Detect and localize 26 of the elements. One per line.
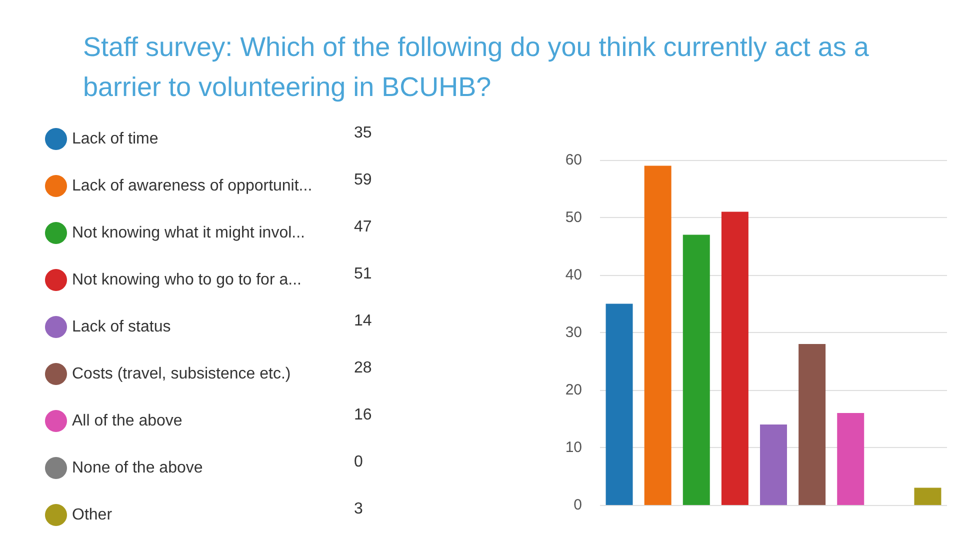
y-tick-label: 10 bbox=[565, 439, 582, 456]
legend-label: Lack of time bbox=[72, 130, 158, 148]
text: 0 bbox=[354, 454, 363, 470]
text: 28 bbox=[354, 360, 372, 376]
y-tick-label: 40 bbox=[565, 266, 582, 284]
y-tick-label: 20 bbox=[565, 382, 582, 398]
legend-label: Other bbox=[72, 506, 113, 524]
y-tick-label: 50 bbox=[565, 209, 582, 226]
text: 47 bbox=[354, 218, 372, 236]
text: 51 bbox=[354, 266, 372, 282]
text: 35 bbox=[354, 124, 372, 142]
legend-label: Not knowing who to go to for a... bbox=[72, 272, 302, 288]
legend-label: Costs (travel, subsistence etc.) bbox=[72, 366, 291, 382]
legend-label: All of the above bbox=[72, 412, 182, 430]
y-tick-label: 30 bbox=[565, 324, 582, 341]
chart-title: Staff survey: Which of the following do you think currently act as a barrier to volunteering in BCUHB? bbox=[83, 32, 876, 102]
text: 14 bbox=[354, 312, 372, 330]
text: 3 bbox=[354, 500, 363, 518]
legend-label: Not knowing what it might invol... bbox=[72, 224, 305, 242]
text: 59 bbox=[354, 172, 372, 188]
legend-label: None of the above bbox=[72, 460, 203, 476]
y-tick-label: 0 bbox=[574, 496, 582, 514]
text: 16 bbox=[354, 406, 372, 424]
y-tick-label: 60 bbox=[565, 152, 582, 168]
legend-label: Lack of status bbox=[72, 318, 171, 336]
legend-label: Lack of awareness of opportunit... bbox=[72, 178, 312, 194]
